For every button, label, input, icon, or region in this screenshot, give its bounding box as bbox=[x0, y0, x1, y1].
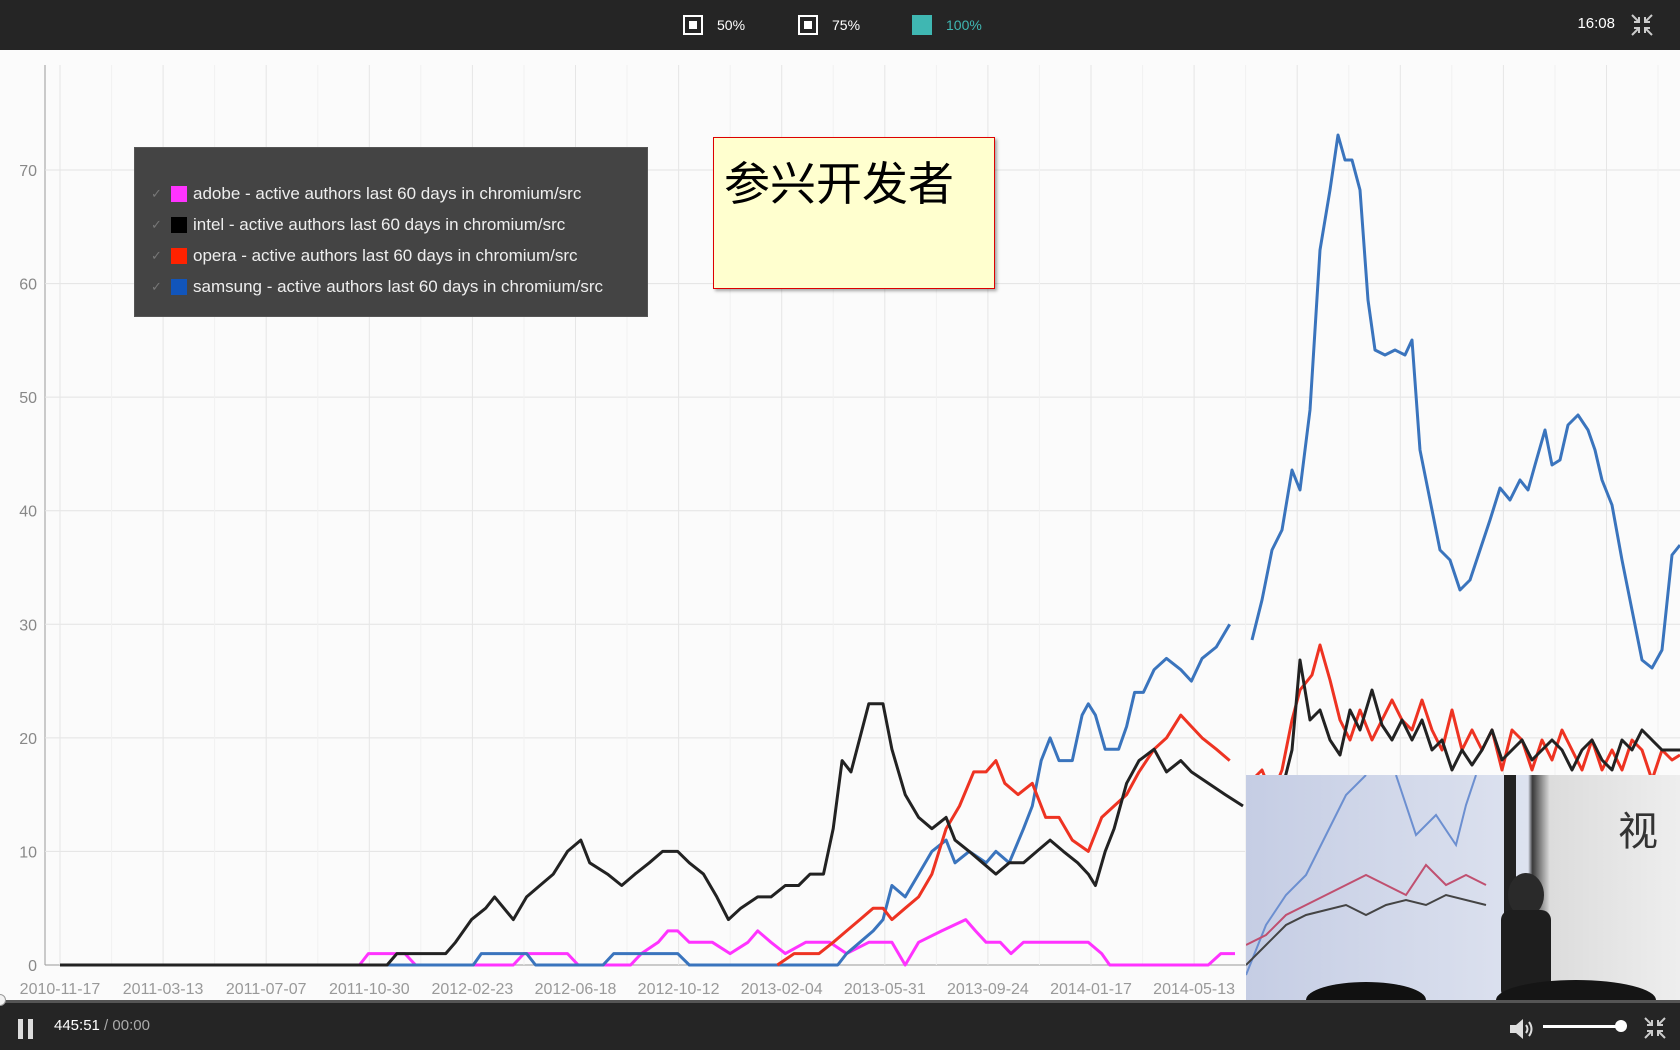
legend-swatch-opera bbox=[171, 247, 187, 264]
chart-legend: ✓ adobe - active authors last 60 days in… bbox=[134, 147, 648, 317]
y-tick-label: 70 bbox=[19, 163, 37, 180]
x-tick-label: 2012-02-23 bbox=[431, 981, 513, 998]
zoom-75-label: 75% bbox=[832, 17, 861, 33]
x-tick-label: 2014-01-17 bbox=[1050, 981, 1132, 998]
series-line-continuation bbox=[1250, 643, 1680, 797]
zoom-100-option[interactable]: 100% bbox=[912, 12, 982, 38]
series-line-continuation bbox=[1250, 658, 1680, 812]
progress-bar[interactable] bbox=[0, 1000, 1680, 1003]
series-lines bbox=[60, 133, 1680, 967]
zoom-50-checkbox-icon[interactable] bbox=[683, 15, 703, 35]
y-axis-ticks: 0 10 20 30 40 50 60 70 bbox=[19, 163, 37, 975]
x-tick-label: 2011-10-30 bbox=[329, 981, 410, 998]
x-tick-label: 2012-10-12 bbox=[638, 981, 720, 998]
zoom-50-option[interactable]: 50% bbox=[683, 12, 745, 38]
exit-fullscreen-icon[interactable] bbox=[1630, 13, 1654, 37]
x-tick-label: 2010-11-17 bbox=[20, 981, 101, 998]
volume-knob[interactable] bbox=[1615, 1020, 1627, 1032]
check-icon: ✓ bbox=[151, 247, 162, 263]
x-tick-label: 2013-05-31 bbox=[844, 981, 926, 998]
x-tick-label: 2011-07-07 bbox=[226, 981, 307, 998]
legend-swatch-intel bbox=[171, 216, 187, 233]
sticky-note: 参兴开发者 bbox=[713, 137, 995, 289]
speaker-camera-pip[interactable]: 视 bbox=[1246, 775, 1680, 1000]
zoom-75-checkbox-icon[interactable] bbox=[798, 15, 818, 35]
series-line-continuation bbox=[1250, 133, 1680, 670]
legend-item-adobe[interactable]: ✓ adobe - active authors last 60 days in… bbox=[135, 178, 647, 209]
y-tick-label: 10 bbox=[19, 844, 37, 861]
y-tick-label: 30 bbox=[19, 617, 37, 634]
total-time: 00:00 bbox=[112, 1017, 150, 1034]
pause-button[interactable] bbox=[18, 1019, 38, 1039]
legend-label-intel: intel - active authors last 60 days in c… bbox=[193, 214, 566, 234]
legend-item-opera[interactable]: ✓ opera - active authors last 60 days in… bbox=[135, 240, 647, 271]
series-line-samsung bbox=[60, 623, 1231, 967]
check-icon: ✓ bbox=[151, 278, 162, 294]
exit-fullscreen-icon[interactable] bbox=[1643, 1016, 1667, 1040]
time-display: 445:51 / 00:00 bbox=[54, 1017, 150, 1034]
series-line-adobe bbox=[60, 918, 1235, 967]
y-tick-label: 50 bbox=[19, 390, 37, 407]
top-toolbar: 50% 75% 100% 16:08 bbox=[0, 0, 1680, 50]
series-line-intel bbox=[60, 702, 1244, 967]
check-icon: ✓ bbox=[151, 216, 162, 232]
zoom-50-label: 50% bbox=[717, 17, 746, 33]
speaker-video-frame: 视 bbox=[1246, 775, 1680, 1000]
legend-label-adobe: adobe - active authors last 60 days in c… bbox=[193, 183, 582, 203]
legend-item-samsung[interactable]: ✓ samsung - active authors last 60 days … bbox=[135, 271, 647, 302]
x-tick-label: 2012-06-18 bbox=[535, 981, 617, 998]
volume-icon[interactable] bbox=[1508, 1017, 1534, 1041]
y-tick-label: 60 bbox=[19, 277, 37, 294]
player-controls bbox=[0, 1000, 1680, 1050]
x-tick-label: 2011-03-13 bbox=[123, 981, 204, 998]
zoom-100-checkbox-icon[interactable] bbox=[912, 15, 932, 35]
volume-slider[interactable] bbox=[1543, 1025, 1623, 1028]
x-tick-label: 2013-09-24 bbox=[947, 981, 1029, 998]
legend-item-intel[interactable]: ✓ intel - active authors last 60 days in… bbox=[135, 209, 647, 240]
zoom-100-label: 100% bbox=[946, 17, 982, 33]
legend-label-opera: opera - active authors last 60 days in c… bbox=[193, 245, 578, 265]
check-icon: ✓ bbox=[151, 185, 162, 201]
x-tick-label: 2013-02-04 bbox=[741, 981, 823, 998]
svg-text:视: 视 bbox=[1618, 809, 1658, 855]
current-time: 445:51 bbox=[54, 1017, 100, 1034]
sticky-note-text: 参兴开发者 bbox=[724, 157, 954, 211]
legend-swatch-adobe bbox=[171, 185, 187, 202]
clock: 16:08 bbox=[1577, 15, 1615, 32]
y-tick-label: 40 bbox=[19, 504, 37, 521]
legend-label-samsung: samsung - active authors last 60 days in… bbox=[193, 276, 604, 296]
legend-swatch-samsung bbox=[171, 278, 187, 295]
time-separator: / bbox=[99, 1017, 113, 1034]
zoom-75-option[interactable]: 75% bbox=[798, 12, 860, 38]
pause-icon bbox=[18, 1019, 23, 1039]
y-tick-label: 0 bbox=[28, 958, 37, 975]
y-tick-label: 20 bbox=[19, 731, 37, 748]
x-tick-label: 2014-05-13 bbox=[1153, 981, 1235, 998]
x-axis-ticks: 2010-11-17 2011-03-13 2011-07-07 2011-10-30… bbox=[20, 981, 1235, 998]
pause-icon-bar bbox=[28, 1019, 33, 1039]
series-line-opera bbox=[776, 713, 1231, 967]
video-stage[interactable]: 0 10 20 30 40 50 60 70 2010-11-17 2011-03-13 2011… bbox=[0, 50, 1680, 1000]
